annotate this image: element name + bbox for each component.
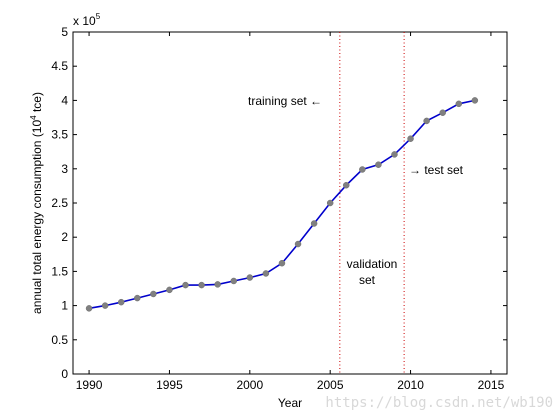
y-exponent-label: x 105 (73, 12, 101, 28)
data-point (166, 286, 173, 294)
watermark-text: https://blog.csdn.net/wb190 (325, 395, 553, 411)
x-tick-label: 2005 (317, 378, 344, 392)
y-tick-label: 2.5 (51, 196, 68, 210)
x-axis-label: Year (278, 396, 302, 410)
y-tick-label: 4.5 (51, 59, 68, 73)
x-tick-label: 2000 (236, 378, 263, 392)
annotation-validation-line1: validation (347, 257, 398, 271)
data-point (150, 290, 157, 298)
data-point (134, 294, 141, 302)
annotation-validation-line2: set (359, 273, 376, 287)
y-tick-label: 3 (61, 162, 68, 176)
data-point (423, 117, 430, 125)
data-point (326, 199, 334, 207)
data-point (101, 302, 109, 309)
data-point (214, 281, 221, 288)
y-tick-label: 0.5 (51, 333, 68, 347)
data-point (278, 259, 286, 267)
x-tick-label: 2010 (397, 378, 424, 392)
y-axis: 0 0.5 1 1.5 2 2.5 3 3.5 4 4.5 5 (51, 25, 507, 381)
plot-area (72, 31, 508, 375)
y-axis-label: annual total energy consumption (104 tce… (29, 92, 44, 314)
y-tick-label: 5 (61, 25, 68, 39)
data-point (294, 240, 302, 248)
data-point (407, 135, 414, 142)
x-tick-label: 2015 (478, 378, 505, 392)
split-lines (339, 32, 405, 374)
x-tick-label: 1990 (76, 378, 103, 392)
x-tick-label: 1995 (156, 378, 183, 392)
annotation-training-set: training set ← (248, 94, 322, 108)
x-axis: 1990 1995 2000 2005 2010 2015 (76, 32, 505, 392)
data-point (455, 100, 463, 108)
data-point (359, 166, 366, 173)
y-tick-label: 3.5 (51, 128, 68, 142)
annotation-test-set: → test set (409, 163, 464, 177)
data-point (117, 298, 125, 306)
data-point (310, 220, 318, 227)
y-tick-label: 2 (61, 230, 68, 244)
data-point (471, 97, 479, 104)
data-point (85, 305, 93, 312)
data-point (343, 181, 350, 189)
data-point (230, 277, 237, 285)
data-point (198, 281, 205, 289)
y-tick-label: 1 (61, 299, 68, 313)
y-tick-label: 0 (61, 367, 68, 381)
data-point (246, 274, 254, 281)
y-tick-label: 1.5 (51, 264, 68, 278)
data-point (391, 151, 398, 158)
data-point (375, 161, 382, 168)
data-point (182, 281, 189, 289)
series-layer (85, 97, 479, 312)
y-tick-label: 4 (61, 93, 68, 107)
data-point (439, 109, 446, 116)
data-point (262, 270, 270, 277)
